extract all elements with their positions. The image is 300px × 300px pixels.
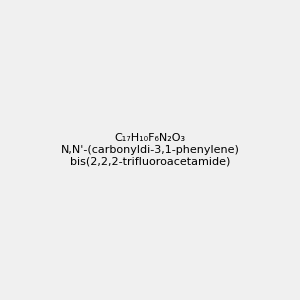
Text: C₁₇H₁₀F₆N₂O₃
N,N'-(carbonyldi-3,1-phenylene)
bis(2,2,2-trifluoroacetamide): C₁₇H₁₀F₆N₂O₃ N,N'-(carbonyldi-3,1-phenyl… (61, 134, 239, 166)
